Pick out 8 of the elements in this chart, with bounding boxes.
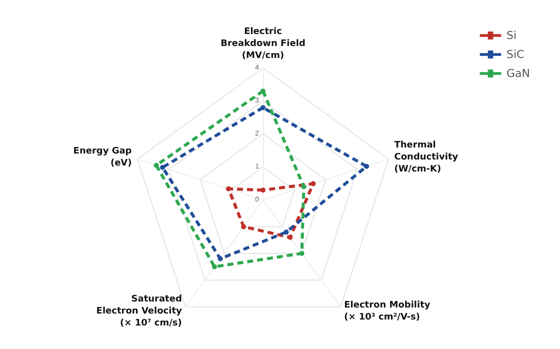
spoke-label: Electron Mobility (× 10³ cm²/V-s) — [344, 300, 430, 323]
legend-label: SiC — [506, 48, 525, 61]
spoke-label: Energy Gap (eV) — [73, 146, 132, 168]
spoke-label: Electric Breakdown Field (MV/cm) — [220, 27, 306, 61]
spoke-label: Thermal Conductivity (W/cm-K) — [394, 140, 458, 174]
spoke-label: Saturated Electron Velocity (× 10⁷ cm/s) — [96, 294, 182, 329]
legend-label: GaN — [506, 67, 530, 80]
legend-label: Si — [506, 29, 517, 42]
